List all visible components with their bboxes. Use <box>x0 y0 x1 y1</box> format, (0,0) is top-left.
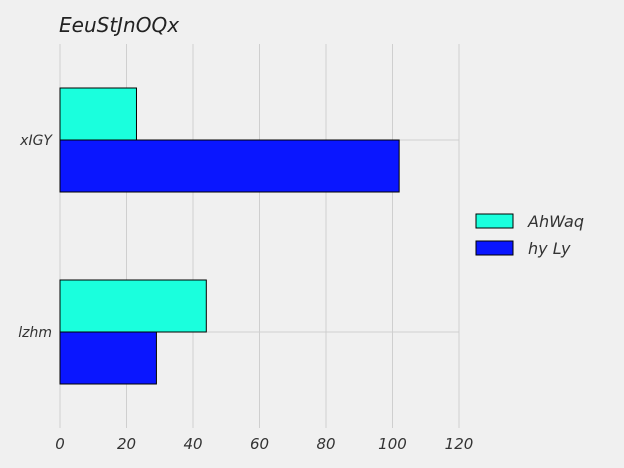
legend-label: AhWaq <box>527 212 584 231</box>
x-tick-label: 80 <box>316 435 335 453</box>
legend-swatch <box>475 213 514 229</box>
bars <box>59 87 400 385</box>
x-tick-label: 0 <box>55 435 65 453</box>
x-tick-label: 100 <box>378 435 407 453</box>
x-tick-label: 120 <box>445 435 474 453</box>
bar-AhWaq-xIGY <box>59 87 137 141</box>
legend: AhWaq hy Ly <box>475 212 584 258</box>
legend-swatch <box>475 240 514 256</box>
y-tick-labels: xIGY lzhm <box>18 133 53 341</box>
x-tick-label: 60 <box>250 435 269 453</box>
legend-label: hy Ly <box>528 239 571 258</box>
x-tick-label: 20 <box>117 435 136 453</box>
x-tick-labels: 0 20 40 60 80 100 120 <box>55 435 473 453</box>
chart-title: EeuStJnOQx <box>59 13 180 37</box>
bar-hy-Ly-xIGY <box>59 139 400 193</box>
y-tick-label: lzhm <box>18 325 52 341</box>
x-tick-label: 40 <box>183 435 202 453</box>
bar-AhWaq-lzhm <box>59 279 207 333</box>
y-tick-label: xIGY <box>19 133 53 149</box>
bar-hy-Ly-lzhm <box>59 331 157 385</box>
